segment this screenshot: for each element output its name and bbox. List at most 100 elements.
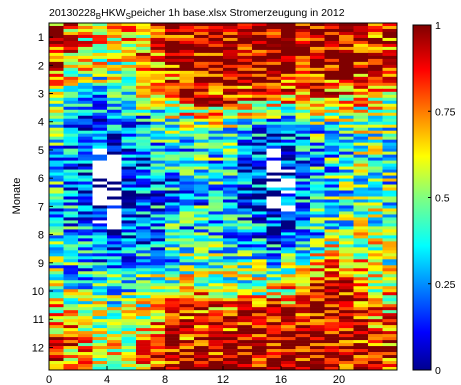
heatmap-cell <box>223 97 238 102</box>
heatmap-cell <box>92 175 108 179</box>
heatmap-cell <box>295 292 311 296</box>
heatmap-cell <box>78 304 93 308</box>
heatmap-cell <box>49 217 64 221</box>
heatmap-cell <box>324 55 340 60</box>
heatmap-cell <box>194 352 209 356</box>
heatmap-cell <box>121 202 137 206</box>
heatmap-cell <box>310 277 325 281</box>
heatmap-cell <box>339 136 354 140</box>
heatmap-cell <box>165 130 180 134</box>
heatmap-cell <box>150 58 166 63</box>
heatmap-cell <box>121 85 137 90</box>
heatmap-cell <box>223 199 238 203</box>
heatmap-cell <box>324 67 340 72</box>
heatmap-cell <box>266 52 282 57</box>
heatmap-cell <box>121 175 137 179</box>
heatmap-cell <box>353 349 369 353</box>
heatmap-cell <box>295 280 311 284</box>
heatmap-cell <box>223 163 238 167</box>
heatmap-cell <box>353 142 369 146</box>
heatmap-cell <box>165 316 180 320</box>
heatmap-cell <box>194 181 209 185</box>
heatmap-cell <box>107 259 122 263</box>
heatmap-cell <box>92 145 108 149</box>
heatmap-cell <box>194 193 209 197</box>
heatmap-cell <box>107 103 122 108</box>
heatmap-cell <box>368 85 383 90</box>
heatmap-cell <box>208 187 224 191</box>
heatmap-cell <box>223 310 238 314</box>
heatmap-cell <box>107 127 122 131</box>
heatmap-cell <box>237 148 253 152</box>
heatmap-cell <box>63 232 79 236</box>
heatmap-cell <box>252 271 267 275</box>
heatmap-cell <box>281 91 296 96</box>
heatmap-cell <box>63 115 79 120</box>
heatmap-cell <box>223 328 238 332</box>
heatmap-cell <box>179 172 195 176</box>
heatmap-cell <box>121 34 137 39</box>
heatmap-cell <box>121 193 137 197</box>
heatmap-cell <box>266 49 282 54</box>
heatmap-cell <box>208 316 224 320</box>
heatmap-cell <box>382 271 398 275</box>
heatmap-cell <box>92 247 108 251</box>
heatmap-cell <box>281 316 296 320</box>
heatmap-cell <box>382 319 398 323</box>
heatmap-cell <box>63 367 79 371</box>
heatmap-cell <box>78 289 93 293</box>
heatmap-cell <box>208 124 224 128</box>
heatmap-cell <box>208 211 224 215</box>
heatmap-cell <box>339 289 354 293</box>
heatmap-cell <box>107 271 122 275</box>
heatmap-cell <box>310 361 325 365</box>
heatmap-cell <box>63 118 79 123</box>
heatmap-cell <box>223 70 238 75</box>
heatmap-cell <box>324 238 340 242</box>
heatmap-cell <box>237 298 253 302</box>
heatmap-cell <box>194 28 209 33</box>
heatmap-cell <box>353 43 369 48</box>
heatmap-cell <box>121 136 137 140</box>
heatmap-cell <box>324 28 340 33</box>
heatmap-cell <box>252 43 267 48</box>
heatmap-cell <box>107 310 122 314</box>
heatmap-cell <box>179 313 195 317</box>
heatmap-cell <box>281 205 296 209</box>
heatmap-cell <box>208 163 224 167</box>
heatmap-cell <box>136 151 151 155</box>
heatmap-cell <box>266 76 282 81</box>
heatmap-cell <box>136 331 151 335</box>
heatmap-cell <box>310 247 325 251</box>
heatmap-cell <box>223 37 238 42</box>
heatmap-cell <box>107 106 122 111</box>
heatmap-cell <box>223 187 238 191</box>
heatmap-cell <box>165 229 180 233</box>
y-tick-label: 4 <box>38 117 44 129</box>
heatmap-cell <box>252 118 267 123</box>
heatmap-cell <box>339 310 354 314</box>
heatmap-cell <box>252 250 267 254</box>
heatmap-cell <box>353 184 369 188</box>
heatmap-cell <box>252 145 267 149</box>
heatmap-cell <box>382 64 398 69</box>
heatmap-cell <box>266 112 282 117</box>
heatmap-cell <box>310 103 325 108</box>
heatmap-cell <box>92 262 108 266</box>
heatmap-cell <box>208 160 224 164</box>
heatmap-cell <box>107 55 122 60</box>
heatmap-cell <box>353 154 369 158</box>
heatmap-cell <box>78 208 93 212</box>
heatmap-cell <box>208 205 224 209</box>
heatmap-cell <box>353 163 369 167</box>
heatmap-cell <box>208 121 224 126</box>
heatmap-cell <box>194 235 209 239</box>
heatmap-cell <box>92 181 108 185</box>
heatmap-cell <box>136 343 151 347</box>
heatmap-cell <box>150 340 166 344</box>
heatmap-cell <box>136 23 151 27</box>
heatmap-cell <box>339 97 354 102</box>
heatmap-cell <box>194 139 209 143</box>
heatmap-cell <box>208 217 224 221</box>
heatmap-cell <box>266 313 282 317</box>
